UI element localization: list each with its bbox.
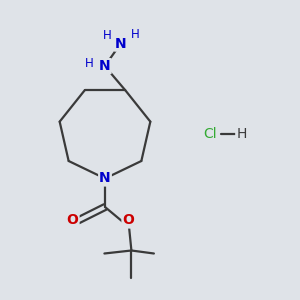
Text: H: H bbox=[131, 28, 140, 41]
Text: H: H bbox=[103, 29, 112, 42]
Text: H: H bbox=[236, 127, 247, 140]
Text: O: O bbox=[67, 214, 79, 227]
Text: N: N bbox=[99, 172, 111, 185]
Text: Cl: Cl bbox=[203, 127, 217, 140]
Text: N: N bbox=[99, 59, 111, 73]
Text: N: N bbox=[115, 37, 127, 51]
Text: O: O bbox=[122, 214, 134, 227]
Text: H: H bbox=[85, 57, 94, 70]
